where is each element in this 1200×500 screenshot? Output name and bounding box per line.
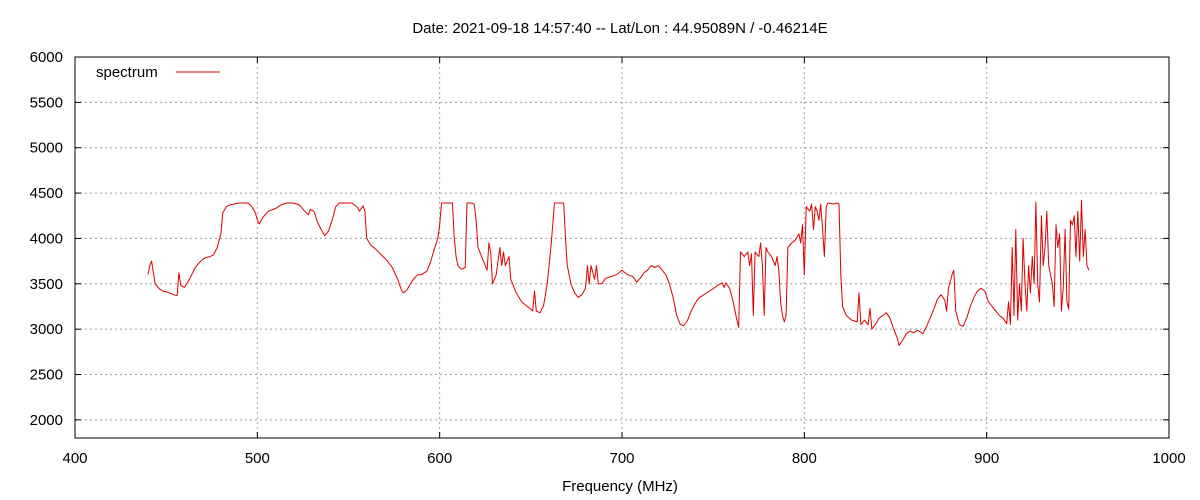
y-tick-label: 4500: [30, 185, 63, 202]
chart-title: Date: 2021-09-18 14:57:40 -- Lat/Lon : 4…: [412, 20, 827, 37]
x-tick-label: 400: [62, 450, 87, 467]
spectrum-series-line: [147, 199, 1090, 346]
plot-border: [74, 56, 1170, 439]
x-tick-label: 600: [427, 450, 452, 467]
y-tick-label: 6000: [30, 49, 63, 66]
axis-ticks: 400 500 600 700 800 900 1000 2000 2500 3000 3500 40…: [30, 49, 1186, 467]
x-tick-label: 1000: [1152, 450, 1185, 467]
y-tick-label: 3500: [30, 276, 63, 293]
y-tick-label: 5500: [30, 94, 63, 111]
x-tick-label: 900: [974, 450, 999, 467]
x-tick-label: 700: [609, 450, 634, 467]
legend-label-spectrum: spectrum: [96, 64, 158, 81]
y-tick-label: 2000: [30, 412, 63, 429]
y-tick-label: 5000: [30, 140, 63, 157]
y-tick-label: 4000: [30, 230, 63, 247]
y-tick-label: 2500: [30, 367, 63, 384]
grid-lines: [75, 57, 1169, 438]
legend: spectrum: [96, 64, 220, 81]
y-tick-label: 3000: [30, 321, 63, 338]
x-tick-label: 500: [245, 450, 270, 467]
x-tick-label: 800: [792, 450, 817, 467]
x-axis-label: Frequency (MHz): [562, 478, 678, 495]
